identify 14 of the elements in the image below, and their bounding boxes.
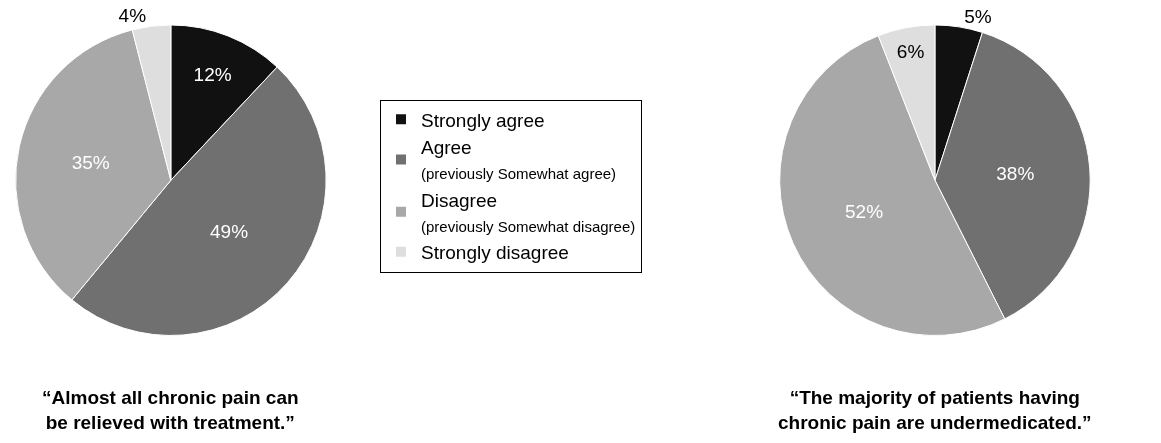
data-label: 6% — [896, 41, 925, 63]
data-label: 5% — [964, 6, 992, 28]
data-label: 38% — [996, 163, 1035, 185]
data-label: 4% — [118, 5, 147, 27]
legend-label: Agree (previously Somewhat agree) — [420, 137, 617, 183]
text: “Almost all chronic pain can be relieved with treatment.” — [42, 387, 299, 433]
legend-label: Strongly disagree — [420, 242, 569, 264]
data-label: 52% — [845, 201, 884, 223]
legend-label: Strongly agree — [420, 109, 545, 131]
legend-label: Disagree (previously Somewhat disagree) — [420, 189, 636, 235]
text: “The majority of patients having chronic pain are undermedicated.” — [778, 387, 1092, 433]
data-label: 35% — [71, 151, 110, 173]
data-label: 12% — [193, 64, 232, 86]
data-label: 49% — [210, 221, 249, 243]
